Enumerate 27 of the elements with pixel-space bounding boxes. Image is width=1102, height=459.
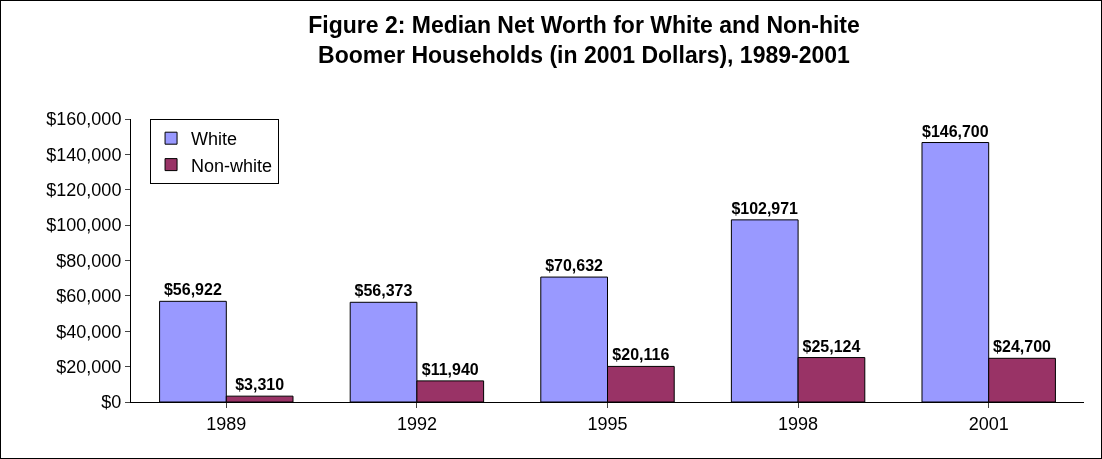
y-tick-label: $40,000 — [56, 321, 122, 342]
x-tick-label: 2001 — [968, 413, 1009, 434]
y-tick-label: $60,000 — [56, 286, 122, 307]
y-tick-label: $100,000 — [46, 215, 122, 236]
data-label: $20,116 — [612, 346, 670, 364]
y-tick-label: $160,000 — [46, 109, 122, 130]
y-tick-label: $120,000 — [46, 180, 122, 201]
x-tick-label: 1989 — [206, 413, 247, 434]
x-tick-label: 1995 — [587, 413, 628, 434]
y-tick-label: $0 — [101, 392, 122, 413]
y-tick-label: $20,000 — [56, 356, 122, 377]
x-tick-label: 1998 — [778, 413, 819, 434]
data-label: $102,971 — [731, 199, 799, 217]
y-tick-label: $80,000 — [56, 250, 122, 271]
legend-label: White — [191, 129, 238, 150]
data-label: $3,310 — [235, 376, 285, 394]
data-label: $56,373 — [354, 282, 413, 300]
data-label: $146,700 — [922, 122, 989, 140]
chart-title: Figure 2: Median Net Worth for White and Non-hite Boomer Households (in 2001 Dollars), 1989-2001 — [308, 11, 860, 68]
data-label: $11,940 — [421, 360, 479, 378]
data-label: $24,700 — [993, 338, 1052, 356]
legend-label: Non-white — [191, 155, 273, 176]
data-label: $70,632 — [545, 257, 604, 275]
data-label: $25,124 — [802, 337, 861, 355]
y-tick-label: $140,000 — [46, 144, 122, 165]
x-tick-label: 1992 — [396, 413, 437, 434]
data-label: $56,922 — [163, 281, 222, 299]
